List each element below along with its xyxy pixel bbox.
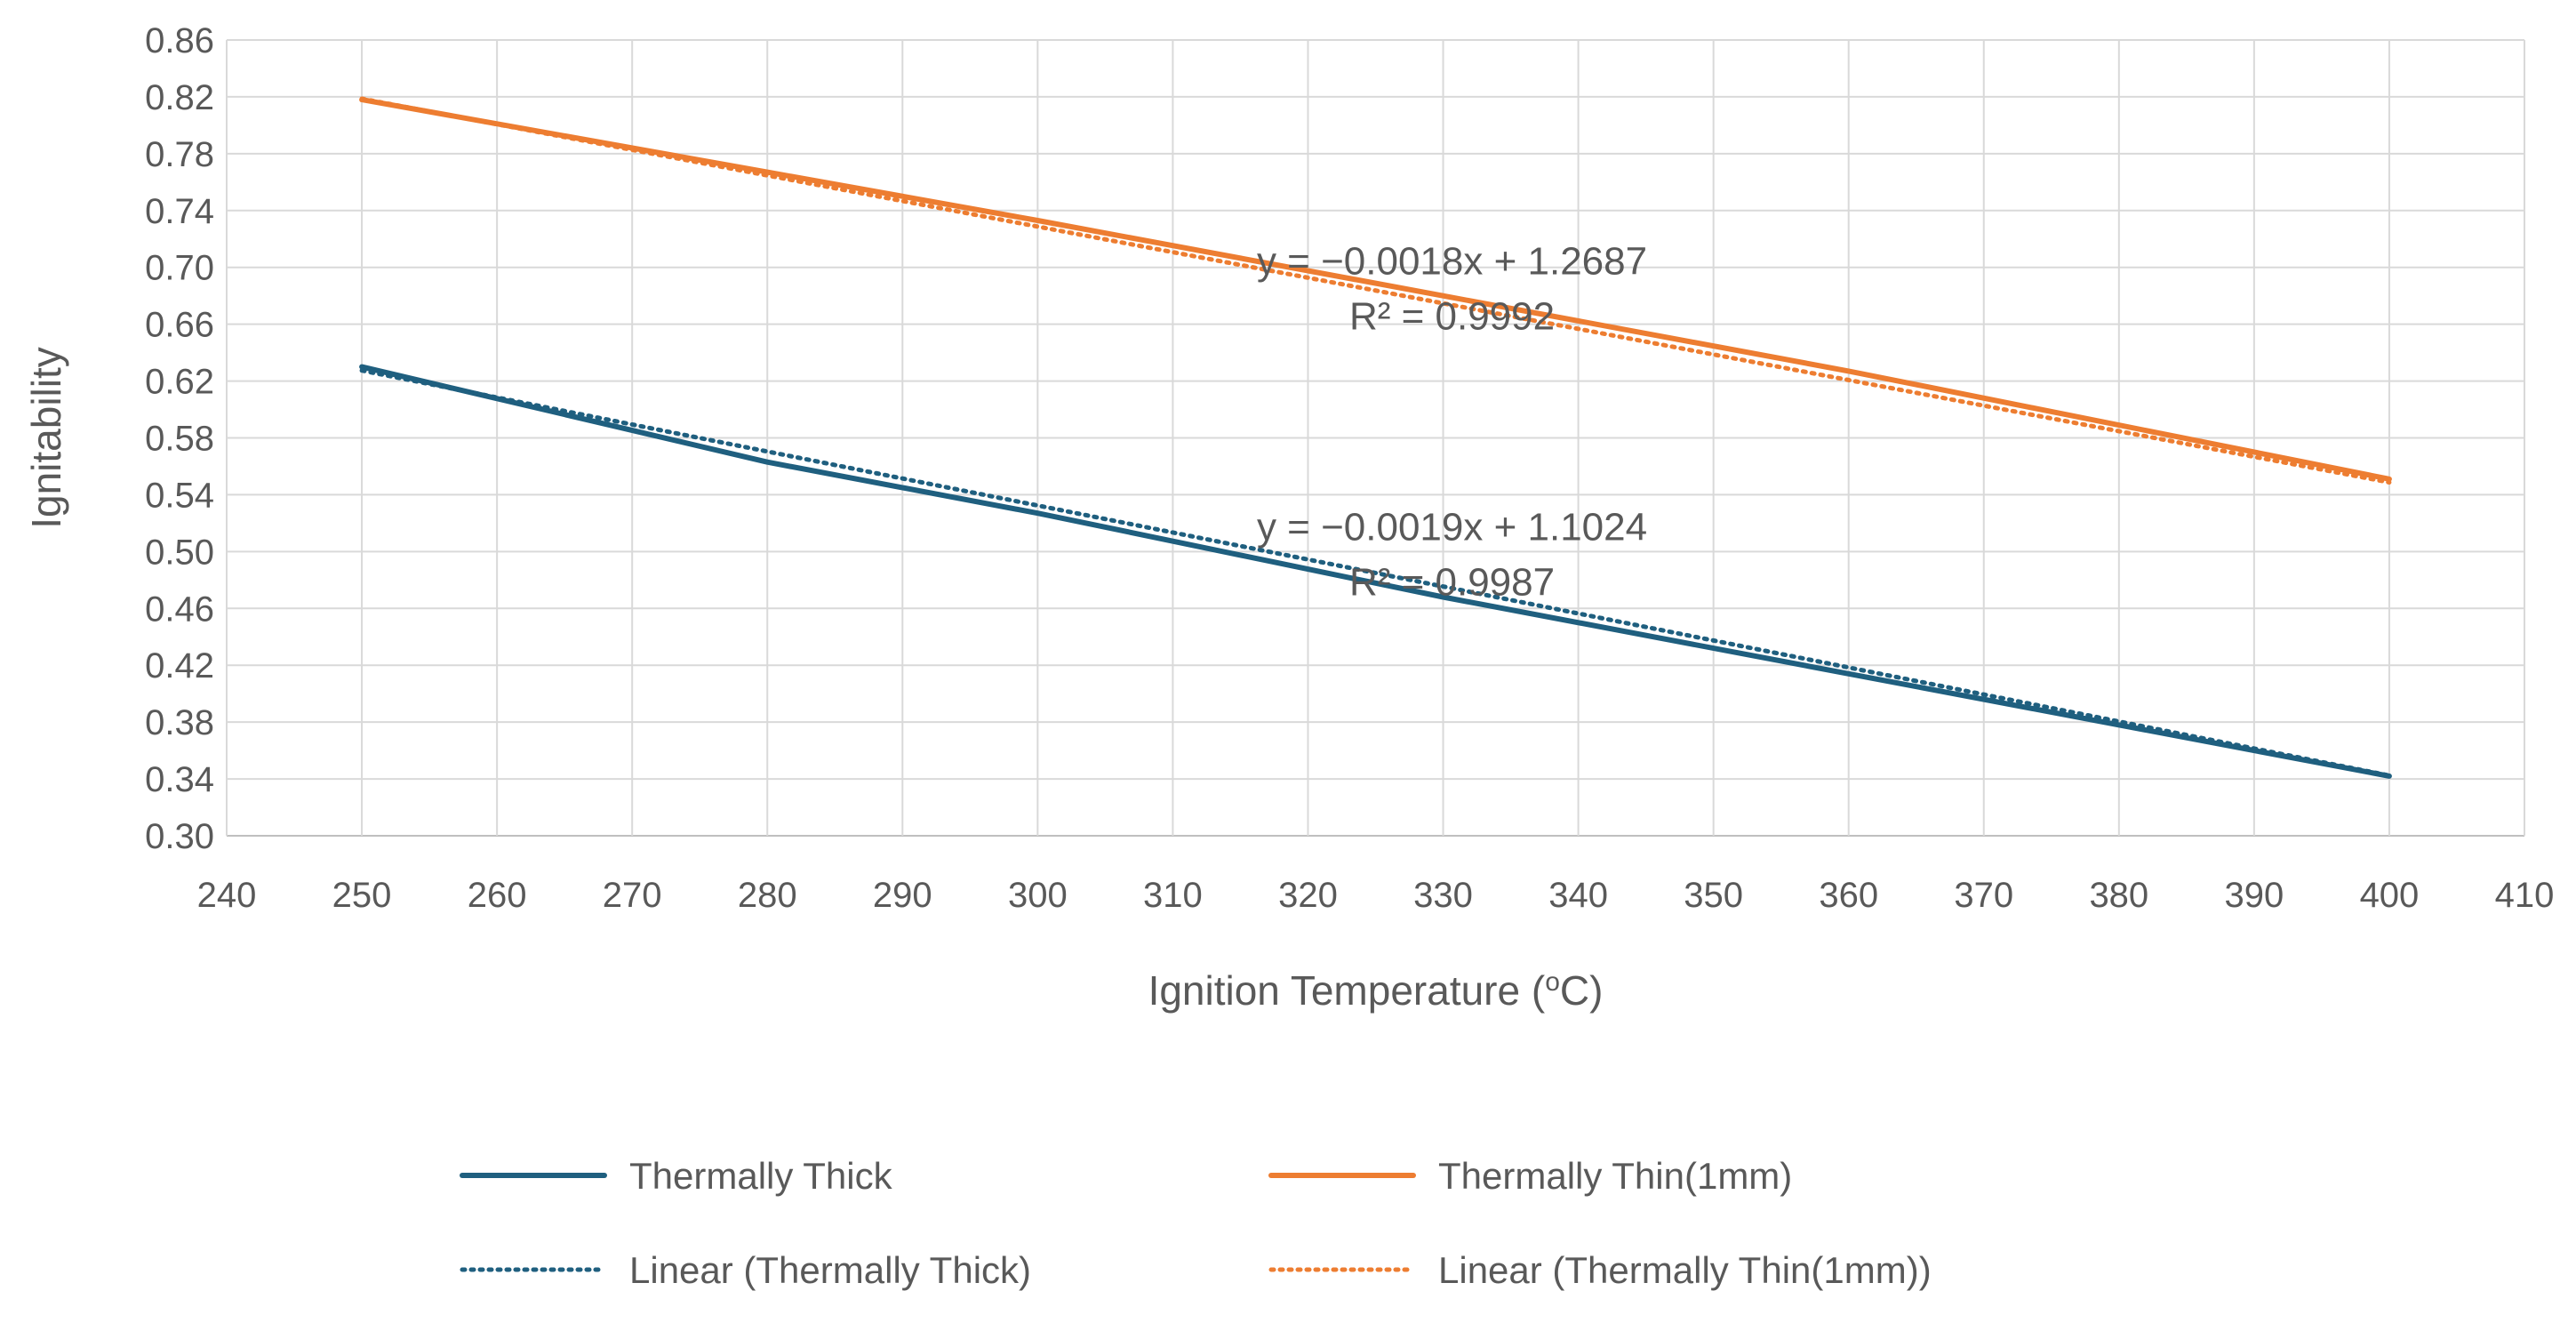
series-line-thermally-thin-1mm [359, 97, 2392, 482]
x-axis-title-main: Ignition Temperature ( [1148, 967, 1546, 1014]
axis-titles: Ignition Temperature (oC) Ignitability [23, 347, 1603, 1014]
axes: 0.30 0.34 0.38 0.42 0.46 0.50 0.54 0.58 0.62 0.66… [145, 21, 2554, 915]
trendline-equation-label: y = −0.0019x + 1.1024 [1257, 506, 1647, 549]
y-tick-label: 0.82 [145, 78, 214, 117]
x-tick-label: 380 [2089, 876, 2148, 915]
y-tick-label: 0.58 [145, 420, 214, 459]
gridlines [226, 39, 2525, 837]
x-tick-label: 310 [1143, 876, 1203, 915]
y-tick-label: 0.66 [145, 306, 214, 345]
trendline-annotations: y = −0.0018x + 1.2687 R² = 0.9992 y = −0.0… [1257, 240, 1647, 605]
trendline-r2-label: R² = 0.9992 [1349, 295, 1555, 339]
y-tick-label: 0.78 [145, 135, 214, 174]
legend-label: Linear (Thermally Thick) [629, 1249, 1031, 1291]
trendline-equation-label: y = −0.0018x + 1.2687 [1257, 240, 1647, 284]
y-tick-label: 0.38 [145, 703, 214, 742]
y-tick-label: 0.50 [145, 533, 214, 572]
x-axis-title-superscript: o [1545, 967, 1560, 997]
y-tick-label: 0.70 [145, 249, 214, 288]
series-line-thermally-thick [359, 364, 2392, 779]
x-tick-label: 340 [1548, 876, 1608, 915]
x-axis-title-suffix: C) [1560, 967, 1604, 1014]
x-tick-label: 270 [603, 876, 662, 915]
series-line-linear-thermally-thin-1mm [359, 96, 2392, 485]
x-tick-label: 240 [197, 876, 257, 915]
y-tick-label: 0.74 [145, 192, 214, 231]
y-tick-label: 0.46 [145, 589, 214, 629]
x-tick-label: 260 [468, 876, 527, 915]
x-tick-label: 250 [332, 876, 392, 915]
legend-label: Thermally Thick [629, 1155, 893, 1197]
x-tick-label: 290 [873, 876, 932, 915]
x-axis-title: Ignition Temperature (oC) [1148, 967, 1604, 1014]
x-tick-label: 300 [1008, 876, 1068, 915]
x-tick-label: 320 [1278, 876, 1338, 915]
x-tick-label: 410 [2495, 876, 2555, 915]
y-tick-label: 0.54 [145, 476, 214, 515]
x-tick-label: 400 [2360, 876, 2420, 915]
x-tick-label: 350 [1684, 876, 1743, 915]
y-tick-label: 0.34 [145, 760, 214, 799]
y-axis-title: Ignitability [23, 347, 69, 529]
y-tick-label: 0.42 [145, 646, 214, 686]
x-tick-label: 390 [2225, 876, 2284, 915]
legend-label: Thermally Thin(1mm) [1438, 1155, 1792, 1197]
y-tick-label: 0.62 [145, 363, 214, 402]
y-tick-label: 0.86 [145, 21, 214, 60]
series-line-linear-thermally-thick [359, 368, 2392, 778]
x-tick-label: 330 [1413, 876, 1473, 915]
legend-label: Linear (Thermally Thin(1mm)) [1438, 1249, 1932, 1291]
x-tick-label: 370 [1954, 876, 2013, 915]
series-lines [359, 96, 2392, 779]
x-tick-label: 360 [1819, 876, 1878, 915]
legend: Thermally Thick Thermally Thin(1mm) Linear… [460, 1155, 1932, 1291]
x-tick-label: 280 [738, 876, 797, 915]
trendline-r2-label: R² = 0.9987 [1349, 561, 1555, 605]
y-tick-label: 0.30 [145, 817, 214, 856]
